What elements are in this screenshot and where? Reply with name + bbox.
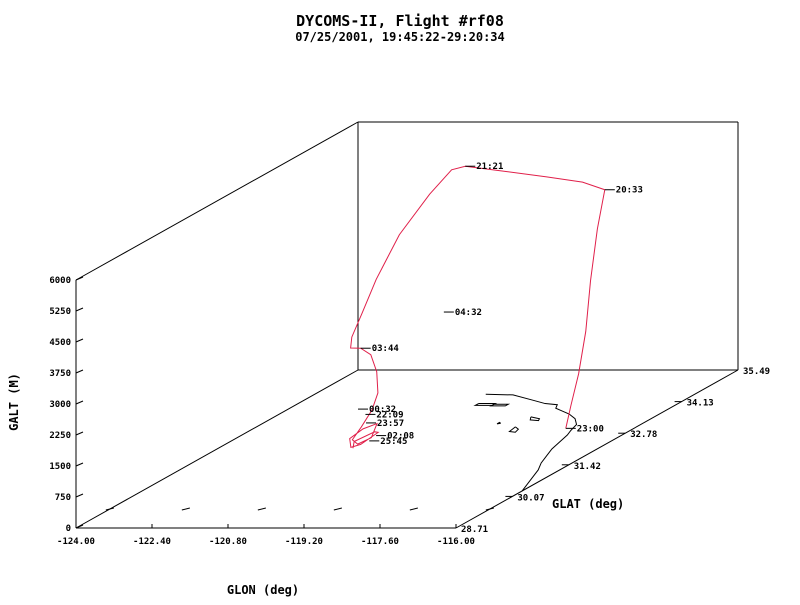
time-label: 20:33 <box>616 186 643 196</box>
y-tick-label: 34.13 <box>687 399 714 409</box>
z-tick-mark <box>75 307 84 312</box>
coastline-line <box>485 393 578 492</box>
x-axis-ticks: -124.00 -122.40 -120.80 -119.20 -117.60 -116.… <box>57 507 494 547</box>
time-label: 23:00 <box>577 424 604 434</box>
y-tick-label: 28.71 <box>461 525 488 535</box>
x-grid-tick <box>105 507 114 511</box>
y-axis-label: GLAT (deg) <box>552 497 624 511</box>
z-tick-mark <box>75 338 84 343</box>
z-tick-mark <box>75 276 84 281</box>
x-tick-label: -120.80 <box>209 537 247 547</box>
time-label: 00:32 <box>369 405 396 415</box>
x-tick-label: -117.60 <box>361 537 399 547</box>
y-tick-label: 30.07 <box>517 493 544 503</box>
island-outline <box>489 403 511 407</box>
z-tick-mark <box>75 462 84 467</box>
z-axis-label: GALT (M) <box>7 373 21 431</box>
x-grid-tick <box>333 507 342 511</box>
z-tick-mark <box>75 400 84 405</box>
y-axis-ticks: 28.71 30.07 31.42 32.78 34.13 35.49 <box>449 367 770 535</box>
time-label: 03:44 <box>372 344 400 354</box>
y-tick-label: 31.42 <box>574 462 601 472</box>
x-axis-label: GLON (deg) <box>227 583 299 597</box>
x-tick-label: -116.00 <box>437 537 475 547</box>
z-axis-ticks: 0 750 1500 2250 3000 3750 4500 5250 6000 <box>49 276 84 534</box>
z-tick-label: 4500 <box>49 338 71 348</box>
z-tick-label: 750 <box>55 493 71 503</box>
x-tick-label: -122.40 <box>133 537 171 547</box>
left-floor-edge <box>75 369 359 529</box>
flight-track-line <box>349 165 606 449</box>
time-label: 22:09 <box>376 410 403 420</box>
time-label: 02:08 <box>387 432 414 442</box>
island-outline <box>496 421 501 425</box>
y-axis-line <box>455 369 739 529</box>
coastline <box>473 393 578 492</box>
y-tick-label: 32.78 <box>630 430 657 440</box>
z-tick-label: 2250 <box>49 431 71 441</box>
time-label: 04:32 <box>455 308 482 318</box>
x-grid-tick <box>485 507 494 511</box>
chart-subtitle: 07/25/2001, 19:45:22-29:20:34 <box>295 30 505 44</box>
left-top-edge <box>75 121 359 281</box>
z-tick-mark <box>75 431 84 436</box>
time-label: 21:21 <box>476 162 503 172</box>
island-outline <box>529 416 541 422</box>
island-outline <box>508 426 520 433</box>
chart-title: DYCOMS-II, Flight #rf08 <box>296 12 504 30</box>
z-tick-label: 1500 <box>49 462 71 472</box>
time-label: 25:45 <box>380 437 407 447</box>
z-tick-label: 3750 <box>49 369 71 379</box>
z-tick-label: 6000 <box>49 276 71 286</box>
flight-track <box>349 165 606 449</box>
z-tick-label: 3000 <box>49 400 71 410</box>
x-grid-tick <box>257 507 266 511</box>
z-tick-label: 0 <box>66 524 71 534</box>
z-tick-mark <box>75 524 84 529</box>
x-tick-label: -124.00 <box>57 537 95 547</box>
x-grid-tick <box>409 507 418 511</box>
y-tick-label: 35.49 <box>743 367 770 377</box>
z-tick-mark <box>75 369 84 374</box>
plot-box <box>75 121 739 529</box>
x-grid-tick <box>181 507 190 511</box>
x-tick-label: -119.20 <box>285 537 323 547</box>
z-tick-label: 5250 <box>49 307 71 317</box>
z-tick-mark <box>75 493 84 498</box>
time-label: 23:57 <box>377 419 404 429</box>
